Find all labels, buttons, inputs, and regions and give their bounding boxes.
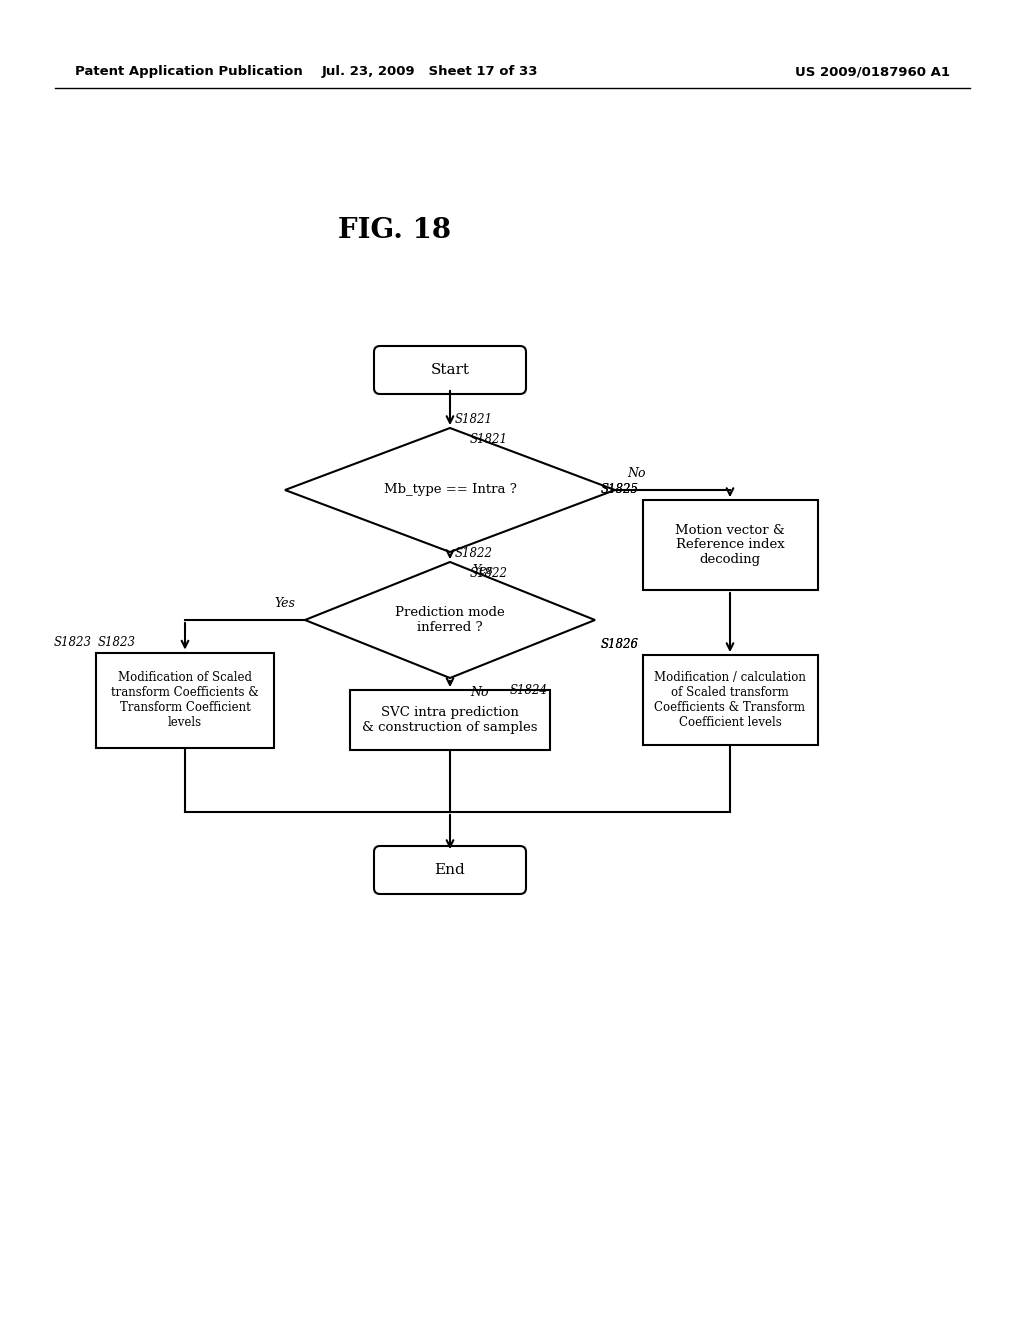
Text: S1821: S1821	[455, 413, 493, 426]
Text: Patent Application Publication: Patent Application Publication	[75, 66, 303, 78]
Bar	[642, 655, 817, 744]
Text: End: End	[434, 863, 465, 876]
Text: S1826: S1826	[600, 638, 639, 651]
Bar	[96, 652, 274, 747]
Text: Modification / calculation
of Scaled transform
Coefficients & Transform
Coeffici: Modification / calculation of Scaled tra…	[654, 671, 806, 729]
Text: S1826: S1826	[600, 638, 639, 651]
Polygon shape	[285, 428, 615, 552]
Text: Motion vector &
Reference index
decoding: Motion vector & Reference index decoding	[675, 524, 784, 566]
Text: S1823: S1823	[54, 635, 92, 648]
Bar	[642, 500, 817, 590]
Text: Prediction mode
inferred ?: Prediction mode inferred ?	[395, 606, 505, 634]
Text: Yes: Yes	[472, 564, 493, 577]
Text: No: No	[470, 686, 488, 700]
FancyBboxPatch shape	[374, 346, 526, 393]
Text: S1822: S1822	[455, 546, 493, 560]
Text: S1824: S1824	[510, 684, 548, 697]
Text: FIG. 18: FIG. 18	[339, 216, 452, 243]
Text: SVC intra prediction
& construction of samples: SVC intra prediction & construction of s…	[362, 706, 538, 734]
Text: Yes: Yes	[274, 597, 295, 610]
Text: No: No	[627, 467, 645, 480]
Polygon shape	[305, 562, 595, 678]
Text: Start: Start	[430, 363, 469, 378]
Text: S1821: S1821	[470, 433, 508, 446]
Text: S1825: S1825	[600, 483, 639, 496]
Text: S1825: S1825	[600, 483, 639, 496]
Text: S1823: S1823	[98, 635, 136, 648]
FancyBboxPatch shape	[374, 846, 526, 894]
Bar	[350, 690, 550, 750]
Text: Modification of Scaled
transform Coefficients &
Transform Coefficient
levels: Modification of Scaled transform Coeffic…	[112, 671, 259, 729]
Text: Mb_type == Intra ?: Mb_type == Intra ?	[384, 483, 516, 496]
Text: US 2009/0187960 A1: US 2009/0187960 A1	[795, 66, 950, 78]
Text: S1822: S1822	[470, 568, 508, 579]
Text: Jul. 23, 2009   Sheet 17 of 33: Jul. 23, 2009 Sheet 17 of 33	[322, 66, 539, 78]
